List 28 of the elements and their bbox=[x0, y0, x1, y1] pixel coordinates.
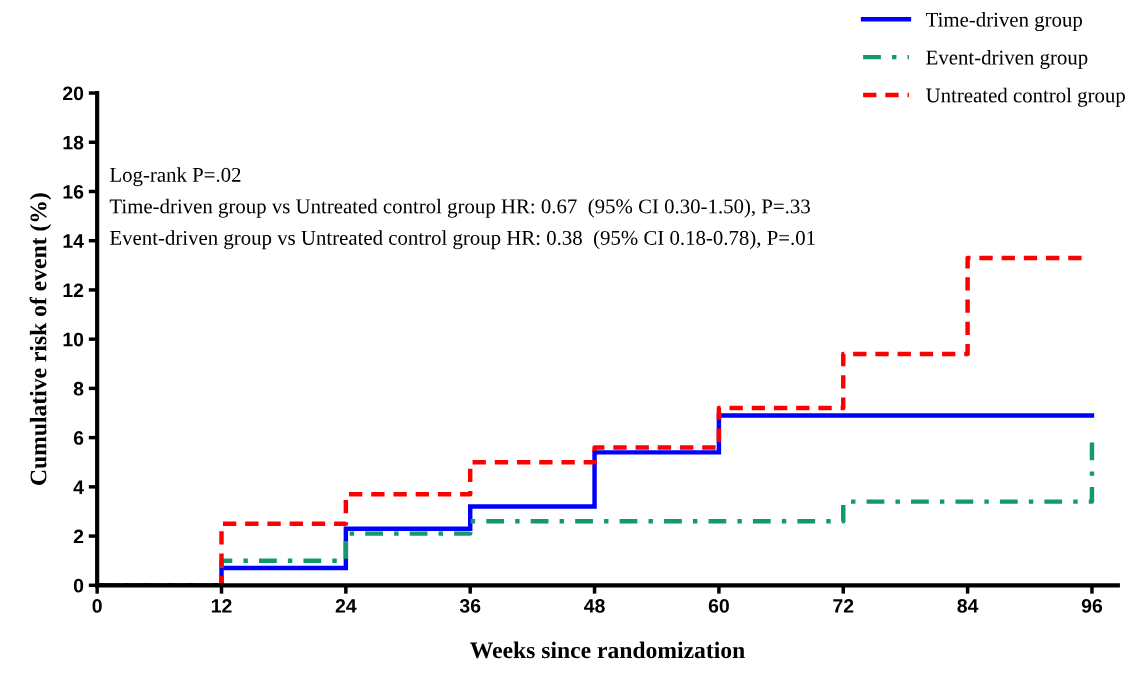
y-tick-label: 4 bbox=[73, 480, 84, 494]
y-tick-label: 8 bbox=[73, 381, 84, 396]
y-tick-label: 6 bbox=[73, 431, 84, 445]
annotation: Log-rank P=.02 bbox=[110, 167, 241, 187]
annotation: Event-driven group vs Untreated control group HR: 0.38 (95% CI 0.18-0.78), P=.01 bbox=[110, 230, 815, 250]
y-tick-label: 10 bbox=[63, 332, 84, 347]
y-tick-label: 14 bbox=[63, 234, 84, 248]
legend-label: Time-driven group bbox=[925, 12, 1082, 32]
x-tick-label: 12 bbox=[211, 599, 232, 613]
y-tick-label: 18 bbox=[63, 135, 84, 150]
x-tick-label: 84 bbox=[957, 599, 979, 613]
x-axis-title: Weeks since randomization bbox=[470, 641, 745, 659]
x-tick-label: 60 bbox=[708, 599, 729, 613]
y-axis-title: Cumulative risk of event (%) bbox=[29, 193, 52, 485]
annotation: Time-driven group vs Untreated control group HR: 0.67 (95% CI 0.30-1.50), P=.33 bbox=[109, 198, 810, 218]
x-tick-label: 72 bbox=[833, 599, 854, 613]
x-tick-label: 48 bbox=[584, 599, 605, 613]
x-tick-label: 0 bbox=[92, 599, 102, 613]
x-tick-label: 96 bbox=[1081, 599, 1103, 613]
x-tick-label: 24 bbox=[335, 599, 357, 613]
y-tick-label: 16 bbox=[63, 184, 84, 199]
x-tick-label: 36 bbox=[459, 599, 481, 613]
legend-label: Event-driven group bbox=[926, 49, 1088, 69]
y-tick-label: 2 bbox=[73, 529, 84, 544]
y-tick-label: 12 bbox=[63, 283, 84, 297]
legend-label: Untreated control group bbox=[926, 87, 1125, 107]
y-tick-label: 20 bbox=[63, 86, 84, 101]
y-tick-label: 0 bbox=[73, 578, 84, 593]
